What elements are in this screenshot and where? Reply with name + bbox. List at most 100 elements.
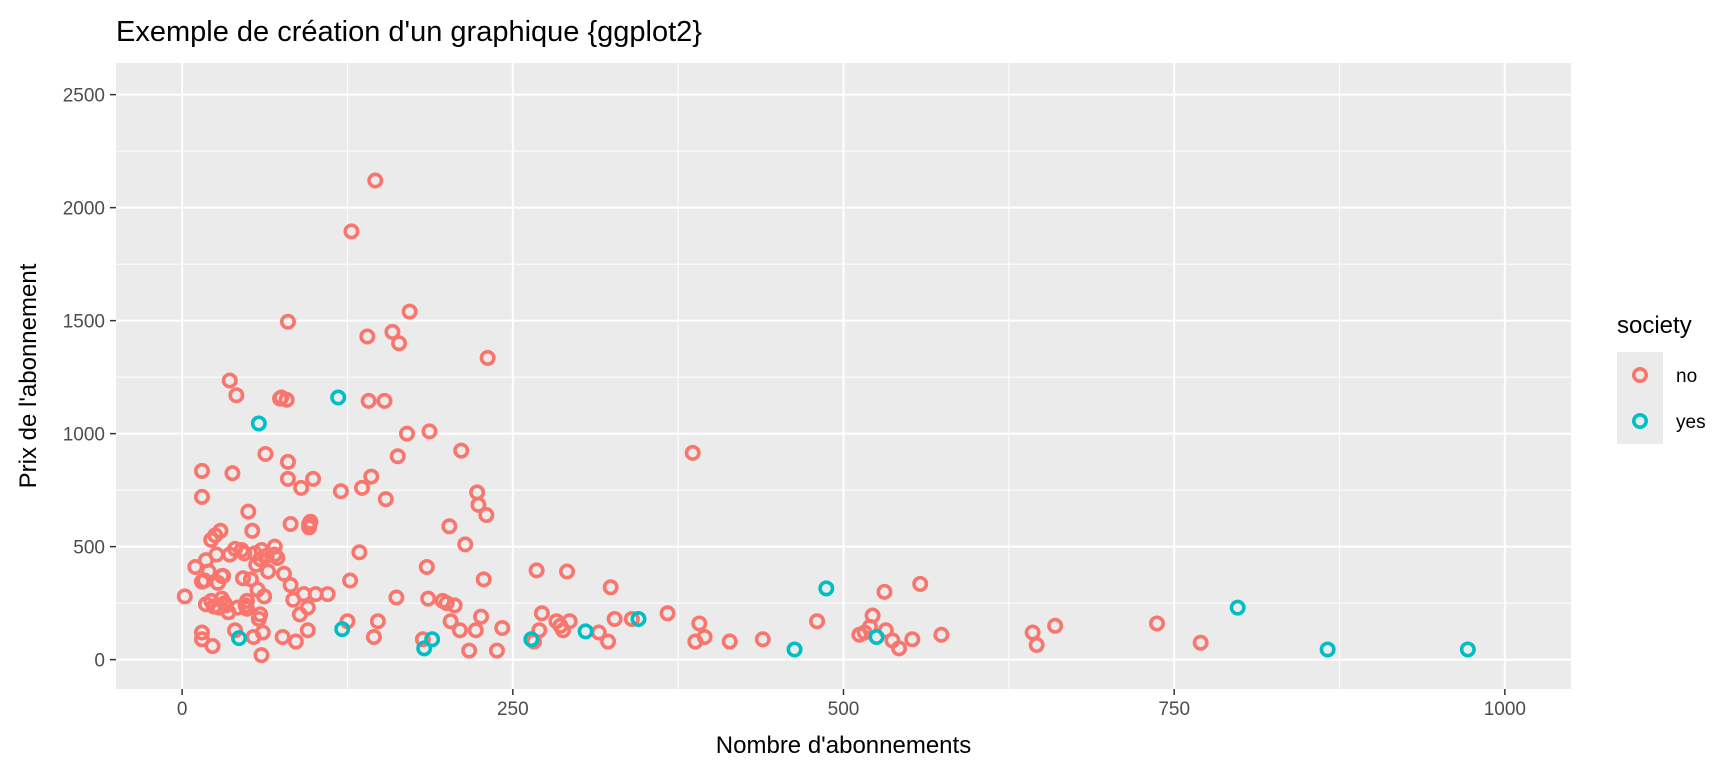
data-point-no (451, 622, 468, 639)
legend-label-yes: yes (1676, 412, 1706, 433)
data-point-no (293, 479, 310, 496)
x-tick-label: 1000 (1484, 699, 1526, 720)
data-point-no (224, 465, 241, 482)
data-point-no (912, 575, 929, 592)
x-axis-title: Nombre d'abonnements (716, 732, 971, 759)
legend-key-background (1617, 352, 1663, 444)
data-point-no (684, 444, 701, 461)
data-point-no (528, 562, 545, 579)
data-point-no (418, 558, 435, 575)
data-point-no (388, 589, 405, 606)
data-point-no (1028, 636, 1045, 653)
y-tick-label: 2000 (63, 199, 105, 220)
data-point-no (228, 387, 245, 404)
data-point-no (1192, 634, 1209, 651)
grid-lines (116, 63, 1571, 689)
data-point-no (238, 592, 255, 609)
data-point-no (453, 442, 470, 459)
data-point-yes (577, 623, 594, 640)
data-point-yes (416, 640, 433, 657)
data-point-no (363, 468, 380, 485)
data-point-no (1148, 615, 1165, 632)
y-axis-title: Prix de l'abonnement (15, 263, 42, 488)
data-point-no (193, 462, 210, 479)
data-point-no (623, 610, 640, 627)
data-point-yes (1319, 641, 1336, 658)
data-point-yes (250, 415, 267, 432)
data-point-no (176, 588, 193, 605)
data-point-no (260, 563, 277, 580)
data-point-no (256, 588, 273, 605)
data-point-no (389, 448, 406, 465)
data-point-yes (424, 631, 441, 648)
data-point-no (904, 631, 921, 648)
data-point-no (254, 624, 271, 641)
data-point-yes (630, 610, 647, 627)
data-point-yes (818, 580, 835, 597)
data-point-no (359, 328, 376, 345)
data-point-no (377, 491, 394, 508)
data-point-no (473, 608, 490, 625)
data-point-no (421, 423, 438, 440)
data-point-no (475, 571, 492, 588)
data-point-no (691, 615, 708, 632)
data-point-no (401, 303, 418, 320)
x-tick-label: 0 (177, 699, 188, 720)
y-tick-label: 1500 (63, 312, 105, 333)
data-point-no (369, 613, 386, 630)
data-point-no (302, 513, 319, 530)
data-point-no (343, 223, 360, 240)
data-point-no (876, 583, 893, 600)
data-point-no (342, 572, 359, 589)
data-point-no (376, 392, 393, 409)
x-tick-label: 750 (1158, 699, 1190, 720)
y-tick-label: 1000 (63, 425, 105, 446)
legend-key-yes (1632, 412, 1649, 429)
legend-title: society (1617, 312, 1692, 339)
data-point-no (442, 613, 459, 630)
data-point-yes (786, 641, 803, 658)
data-point-no (193, 624, 210, 641)
data-point-no (367, 172, 384, 189)
data-point-no (299, 599, 316, 616)
data-point-no (252, 606, 269, 623)
data-point-no (398, 425, 415, 442)
data-point-no (384, 323, 401, 340)
data-point-yes (330, 389, 347, 406)
data-point-no (933, 626, 950, 643)
chart-title: Exemple de création d'un graphique {ggpl… (116, 16, 702, 48)
data-point-no (446, 597, 463, 614)
data-point-no (253, 647, 270, 664)
data-point-no (441, 518, 458, 535)
data-point-yes (1229, 599, 1246, 616)
data-point-no (600, 633, 617, 650)
data-point-no (721, 633, 738, 650)
y-tick-label: 500 (73, 538, 105, 559)
data-point-no (391, 335, 408, 352)
data-point-no (332, 483, 349, 500)
data-point-no (479, 349, 496, 366)
data-point-no (234, 570, 251, 587)
data-point-no (470, 496, 487, 513)
data-point-no (531, 622, 548, 639)
data-point-yes (868, 629, 885, 646)
data-point-no (282, 577, 299, 594)
data-point-no (187, 558, 204, 575)
data-point-no (606, 610, 623, 627)
data-point-yes (231, 630, 248, 647)
data-point-no (236, 545, 253, 562)
data-point-no (287, 633, 304, 650)
data-point-no (282, 516, 299, 533)
data-points (176, 172, 1476, 664)
data-point-no (478, 506, 495, 523)
y-tick-label: 0 (94, 651, 105, 672)
data-point-no (212, 522, 229, 539)
data-point-no (269, 549, 286, 566)
data-point-no (227, 622, 244, 639)
data-point-no (279, 470, 296, 487)
data-point-no (467, 622, 484, 639)
data-point-no (351, 544, 368, 561)
data-point-no (354, 479, 371, 496)
data-point-no (257, 445, 274, 462)
